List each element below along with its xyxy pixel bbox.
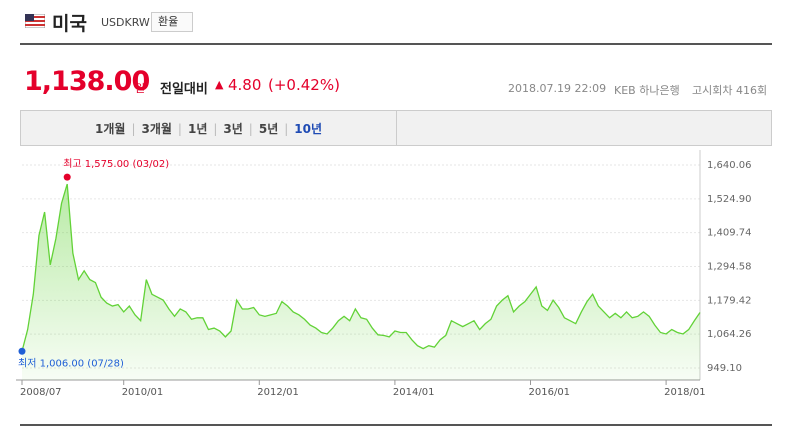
extreme-dot: [18, 347, 26, 355]
y-tick-label: 949.10: [707, 363, 742, 374]
x-tick-label: 2010/01: [122, 387, 164, 398]
tab-separator: |: [284, 122, 289, 136]
extreme-dot: [63, 173, 71, 181]
x-tick-label: 2008/07: [20, 387, 62, 398]
y-tick-label: 1,409.74: [707, 228, 752, 239]
area: [22, 184, 700, 380]
tab-separator: |: [213, 122, 218, 136]
bank: KEB 하나은행: [614, 84, 680, 97]
x-tick-label: 2014/01: [393, 387, 435, 398]
change: 4.80: [228, 76, 262, 94]
extreme-label: 최저 1,006.00 (07/28): [18, 357, 124, 369]
round: 고시회차 416회: [692, 84, 768, 97]
x-tick-label: 2016/01: [529, 387, 571, 398]
change-pct: (+0.42%): [268, 76, 340, 94]
tab[interactable]: 5년: [258, 122, 279, 136]
y-tick-label: 1,294.58: [707, 262, 752, 273]
tab[interactable]: 3년: [223, 122, 243, 136]
change-label: 전일대비: [160, 82, 208, 97]
tab[interactable]: 3개월: [141, 122, 172, 136]
tab-bar: 1개월 | 3개월 | 1년 | 3년 | 5년 | 10년: [20, 110, 772, 146]
divider: [20, 424, 772, 426]
tab[interactable]: 1개월: [95, 122, 126, 136]
price: 1,138.00: [24, 66, 150, 97]
datetime: 2018.07.19 22:09: [508, 82, 607, 95]
tab-separator: |: [131, 122, 136, 136]
chart: 949.10 1,064.26 1,179.42 1,294.58 1,409.74 1,…: [16, 150, 752, 398]
flag-icon: [25, 14, 45, 28]
price-unit: 원: [135, 82, 146, 95]
up-arrow: ▲: [215, 78, 224, 91]
tab-separator: |: [177, 122, 182, 136]
tab[interactable]: 1년: [187, 122, 208, 136]
country: 미국: [52, 13, 87, 35]
line: [21, 183, 701, 352]
x-tick-label: 2018/01: [664, 387, 706, 398]
y-tick-label: 1,640.06: [707, 160, 752, 171]
y-tick-label: 1,524.90: [707, 194, 752, 205]
y-tick-label: 1,064.26: [707, 329, 752, 340]
divider: [20, 43, 772, 45]
y-tick-label: 1,179.42: [707, 295, 752, 306]
tab[interactable]: 10년: [294, 122, 323, 136]
extreme-label: 최고 1,575.00 (03/02): [63, 158, 169, 170]
x-tick-label: 2012/01: [257, 387, 299, 398]
tab-separator: |: [248, 122, 253, 136]
rate-button[interactable]: 환율: [151, 12, 194, 32]
code: USDKRW: [101, 16, 150, 29]
